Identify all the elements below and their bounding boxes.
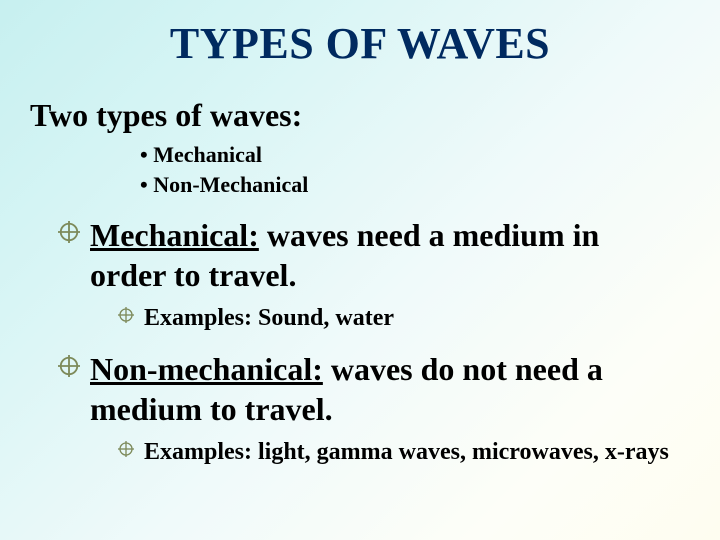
list-item: Non-Mechanical bbox=[140, 170, 690, 200]
dot-list: Mechanical Non-Mechanical bbox=[140, 140, 690, 199]
crosshair-plus-icon bbox=[118, 307, 134, 323]
slide: TYPES OF WAVES Two types of waves: Mecha… bbox=[0, 0, 720, 540]
section-heading: Mechanical: waves need a medium in order… bbox=[90, 215, 670, 295]
section-heading: Non-mechanical: waves do not need a medi… bbox=[90, 349, 670, 429]
section-row: Mechanical: waves need a medium in order… bbox=[58, 215, 690, 295]
crosshair-plus-icon bbox=[118, 441, 134, 457]
crosshair-plus-icon bbox=[58, 355, 80, 377]
subheading: Two types of waves: bbox=[30, 97, 690, 134]
section-row: Non-mechanical: waves do not need a medi… bbox=[58, 349, 690, 429]
crosshair-plus-icon bbox=[58, 221, 80, 243]
section-sub-row: Examples: light, gamma waves, microwaves… bbox=[118, 437, 690, 467]
section-heading-underlined: Mechanical: bbox=[90, 217, 259, 253]
section-sub-row: Examples: Sound, water bbox=[118, 303, 690, 333]
slide-title: TYPES OF WAVES bbox=[30, 18, 690, 69]
section-sub-text: Examples: light, gamma waves, microwaves… bbox=[144, 437, 669, 467]
section-sub-text: Examples: Sound, water bbox=[144, 303, 394, 333]
section-heading-underlined: Non-mechanical: bbox=[90, 351, 323, 387]
list-item: Mechanical bbox=[140, 140, 690, 170]
